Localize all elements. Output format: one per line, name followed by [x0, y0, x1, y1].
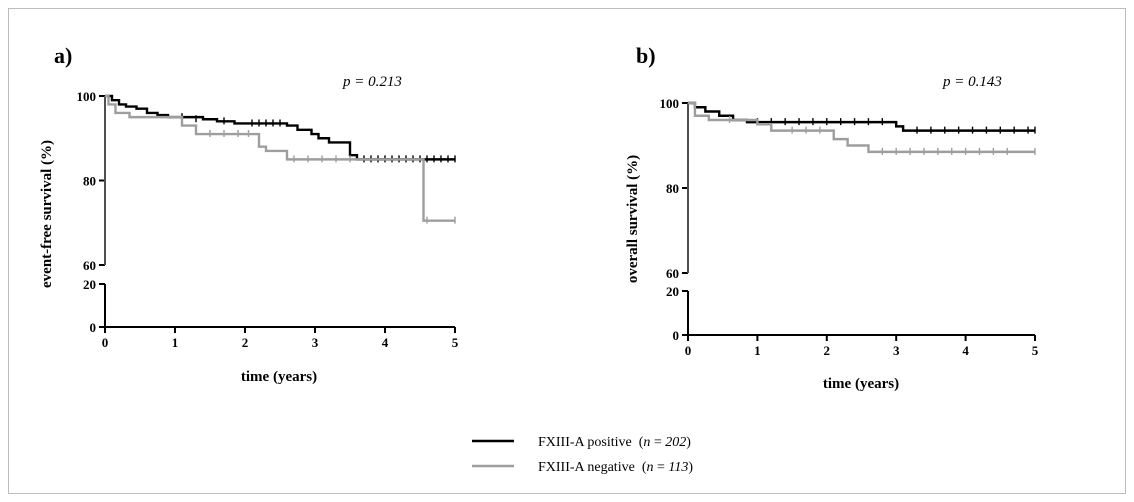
panel-b-chart: b) p = 0.143 overall survival (%) time (… [625, 43, 1039, 392]
panel-a-ylabel: event-free survival (%) [39, 140, 55, 288]
figure-frame [8, 8, 1126, 494]
panel-b-ylabel: overall survival (%) [625, 155, 641, 283]
panel-b-letter: b) [636, 43, 656, 68]
panel-a-xtick-label-3: 3 [312, 335, 319, 350]
panel-b-xtick-label-2: 2 [824, 343, 831, 358]
panel-b-ytick-label-0: 0 [673, 328, 680, 343]
panel-a-xtick-label-0: 0 [102, 335, 109, 350]
legend-item-positive: FXIII-A positive (n = 202) [472, 435, 691, 450]
panel-b-ytick-label-60: 60 [666, 266, 679, 281]
panel-b-xtick-label-0: 0 [685, 343, 692, 358]
panel-a-letter: a) [54, 43, 72, 68]
legend-label-negative: FXIII-A negative (n = 113) [538, 460, 693, 475]
panel-b-pvalue: p = 0.143 [942, 74, 1002, 90]
panel-a-series-positive [105, 94, 455, 161]
panel-b-ytick-label-20: 20 [666, 284, 679, 299]
panel-a-ytick-label-80: 80 [83, 174, 96, 189]
panel-b-xtick-label-3: 3 [893, 343, 900, 358]
panel-a-xtick-label-4: 4 [382, 335, 389, 350]
panel-b-xtick-label-5: 5 [1032, 343, 1039, 358]
panel-a-xtick-label-2: 2 [242, 335, 249, 350]
panel-b-series-negative [688, 101, 1035, 154]
panel-b-xlabel: time (years) [823, 376, 899, 392]
panel-b-ytick-label-80: 80 [666, 181, 679, 196]
panel-a-series-negative [105, 94, 455, 222]
panel-a-xlabel: time (years) [241, 369, 317, 385]
panel-b-xtick-label-1: 1 [754, 343, 761, 358]
panel-b-ytick-label-100: 100 [660, 96, 680, 111]
panel-b-xtick-label-4: 4 [962, 343, 969, 358]
panel-a-ytick-label-60: 60 [83, 258, 96, 273]
legend-item-negative: FXIII-A negative (n = 113) [472, 460, 693, 475]
panel-a-pvalue: p = 0.213 [342, 74, 402, 90]
panel-a-chart: a) p = 0.213 event-free survival (%) tim… [39, 43, 459, 385]
legend-label-positive: FXIII-A positive (n = 202) [538, 435, 691, 450]
panel-a-xtick-label-1: 1 [172, 335, 179, 350]
panel-a-ytick-label-100: 100 [77, 89, 97, 104]
panel-a-ytick-label-0: 0 [90, 320, 97, 335]
panel-a-ytick-label-20: 20 [83, 277, 96, 292]
legend: FXIII-A positive (n = 202) FXIII-A negat… [472, 435, 693, 475]
panel-a-xtick-label-5: 5 [452, 335, 459, 350]
panel-b-series-positive [688, 101, 1035, 132]
